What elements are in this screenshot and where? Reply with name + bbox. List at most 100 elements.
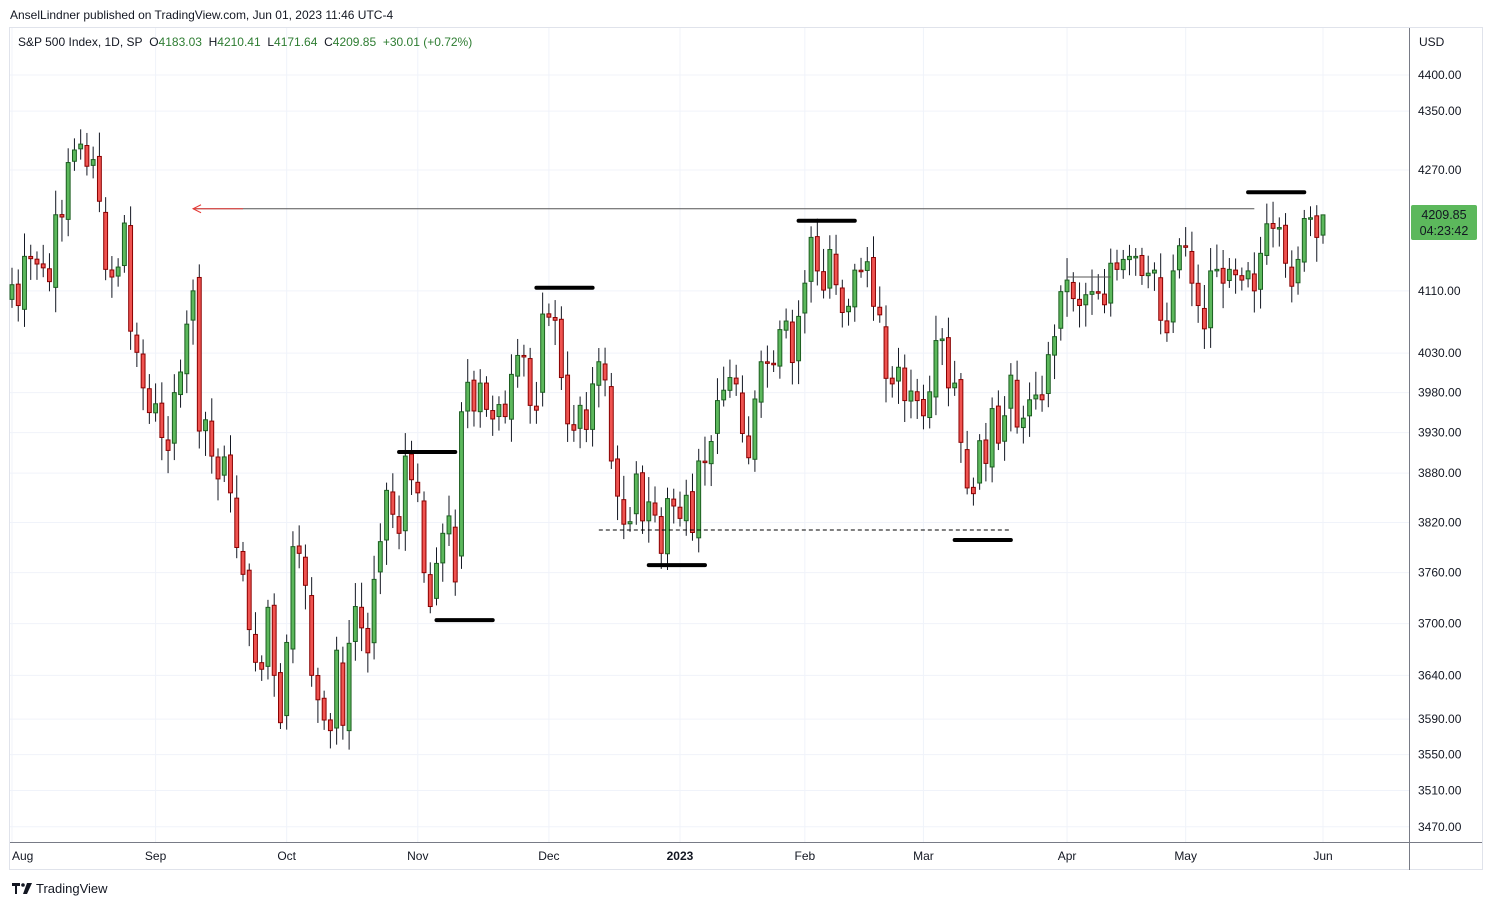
candle-body-down — [771, 362, 777, 366]
candle — [827, 235, 833, 299]
candle-body-down — [84, 145, 90, 167]
candle — [871, 236, 876, 321]
candle-body-up — [508, 373, 514, 420]
candle — [1014, 360, 1020, 434]
candle — [384, 482, 390, 565]
candle — [490, 395, 496, 436]
price-tick-label: 4400.00 — [1418, 68, 1462, 82]
candle-body-up — [171, 392, 177, 444]
candle-body-up — [627, 521, 633, 525]
candle — [359, 582, 365, 652]
candle — [1295, 246, 1301, 295]
candle-body-down — [1014, 379, 1020, 428]
close-value: 4209.85 — [332, 35, 377, 49]
candle — [752, 390, 758, 472]
candle-body-down — [902, 367, 908, 402]
candle-body-down — [1102, 293, 1107, 306]
candle — [646, 477, 652, 543]
candle-body-down — [533, 405, 539, 411]
candle — [902, 354, 908, 423]
price-tick-label: 3880.00 — [1418, 466, 1462, 480]
candle-body-down — [502, 403, 508, 418]
candle — [84, 132, 90, 176]
candle — [1189, 231, 1195, 307]
candle-body-up — [121, 222, 127, 267]
candle-body-up — [440, 532, 446, 564]
candle-body-down — [415, 481, 421, 494]
candle-body-down — [690, 491, 695, 533]
candle-body-down — [958, 379, 964, 443]
candle — [209, 398, 215, 474]
candle-body-up — [346, 642, 352, 732]
candle-body-down — [246, 569, 252, 631]
candle — [771, 350, 777, 373]
candle — [995, 390, 1001, 451]
candle-body-up — [1208, 270, 1214, 329]
candle — [1283, 213, 1288, 278]
candle — [1176, 238, 1182, 279]
candle — [434, 547, 439, 606]
candle — [814, 218, 820, 286]
candle-body-up — [1108, 262, 1114, 304]
candle-body-down — [995, 405, 1001, 444]
candle-body-down — [1139, 254, 1145, 276]
candle — [521, 344, 527, 377]
candle — [927, 375, 933, 429]
author-line: AnselLindner published on TradingView.co… — [10, 8, 394, 22]
candle — [121, 215, 127, 273]
candle-body-down — [652, 502, 658, 516]
tradingview-logo-icon — [12, 882, 32, 894]
candle-body-up — [22, 255, 27, 310]
candle — [665, 487, 670, 571]
candle-body-up — [1083, 294, 1089, 306]
candle — [1020, 405, 1026, 444]
candle — [1170, 254, 1176, 334]
price-axis: 4400.00 4350.00 4270.00 4110.00 4030.00 3980.… — [1418, 68, 1462, 834]
candle-body-down — [677, 506, 683, 519]
candle — [65, 148, 71, 237]
candle-body-down — [702, 460, 708, 464]
candle — [558, 306, 564, 390]
candle — [739, 375, 745, 443]
candle-body-up — [203, 419, 208, 432]
candle — [1314, 205, 1320, 262]
candle-body-up — [53, 214, 59, 288]
candle — [958, 373, 964, 463]
currency-label: USD — [1419, 35, 1445, 49]
candle-body-down — [1251, 273, 1257, 292]
candle — [1070, 272, 1076, 312]
candle-body-down — [764, 361, 770, 364]
candle — [1164, 302, 1170, 342]
candle — [858, 257, 864, 278]
candle-body-down — [921, 398, 926, 417]
candle-body-up — [1064, 279, 1070, 293]
candle-body-up — [752, 398, 758, 460]
candle-body-down — [359, 606, 365, 629]
candle-body-down — [1077, 298, 1082, 307]
candle-body-up — [1058, 291, 1064, 329]
candle-body-up — [178, 371, 183, 396]
candle — [1270, 201, 1276, 248]
candle-body-down — [565, 374, 571, 425]
candle — [327, 713, 333, 749]
candle-body-down — [421, 500, 427, 574]
bar-countdown: 04:23:42 — [1419, 224, 1469, 238]
candle-body-down — [128, 225, 134, 332]
price-tick-label: 4110.00 — [1418, 284, 1461, 298]
tradingview-brand[interactable]: TradingView — [12, 881, 108, 896]
candle-body-up — [459, 411, 464, 557]
candle-body-down — [1270, 223, 1276, 229]
candle-body-down — [583, 409, 589, 430]
candle — [715, 378, 720, 455]
candle — [839, 279, 845, 328]
candle — [1039, 375, 1045, 412]
candle-body-up — [1214, 268, 1220, 272]
candle — [1120, 249, 1126, 279]
candle — [977, 434, 983, 490]
candle-body-down — [883, 326, 889, 379]
candle — [540, 292, 546, 407]
price-tick-label: 3820.00 — [1418, 516, 1462, 530]
candle — [533, 381, 539, 424]
candle — [621, 475, 627, 540]
